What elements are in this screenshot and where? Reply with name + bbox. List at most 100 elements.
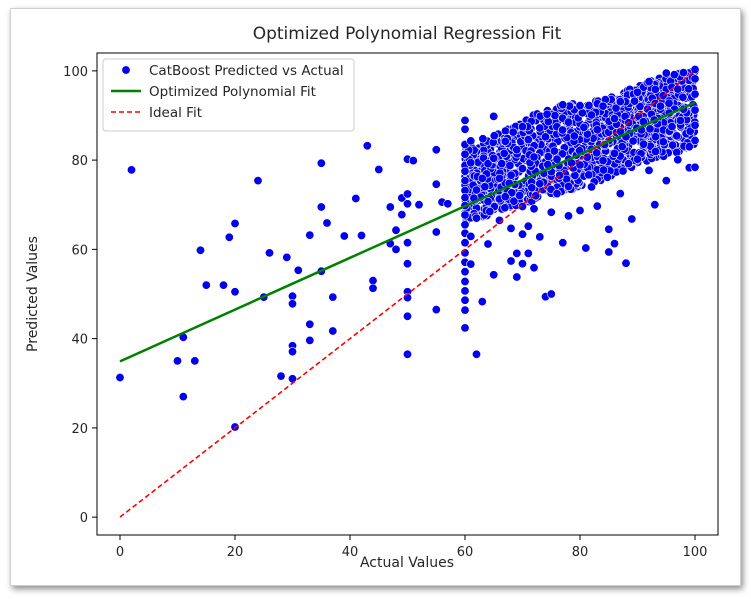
scatter-point [224, 232, 234, 242]
scatter-point [598, 101, 608, 111]
scatter-point [431, 227, 441, 237]
scatter-point [517, 229, 527, 239]
scatter-point [669, 70, 679, 80]
scatter-point [506, 170, 516, 180]
scatter-point [494, 173, 504, 183]
scatter-point [529, 263, 539, 273]
plot-border [96, 52, 719, 536]
scatter-point [230, 287, 240, 297]
scatter-point [575, 160, 585, 170]
scatter-point [460, 210, 470, 220]
scatter-point [558, 238, 568, 248]
x-tick-label: 40 [342, 545, 359, 560]
scatter-point [414, 200, 424, 210]
scatter-point [563, 181, 573, 191]
scatter-point [460, 286, 470, 296]
scatter-point [632, 87, 642, 97]
scatter-point [287, 291, 297, 301]
scatter-point [563, 117, 573, 127]
scatter-point [685, 126, 695, 136]
scatter-point [509, 196, 519, 206]
scatter-point [592, 148, 602, 158]
scatter-point [483, 239, 493, 249]
scatter-point [575, 101, 585, 111]
scatter-point [512, 272, 522, 282]
scatter-point [540, 132, 550, 142]
scatter-point [322, 218, 332, 228]
scatter-point [402, 199, 412, 209]
scatter-point [305, 335, 315, 345]
scatter-point [506, 223, 516, 233]
scatter-point [650, 132, 660, 142]
scatter-point [515, 191, 525, 201]
scatter-point [500, 192, 510, 202]
scatter-point [690, 120, 700, 130]
scatter-point [523, 135, 533, 145]
scatter-point [316, 202, 326, 212]
y-tick-label: 80 [71, 154, 88, 169]
scatter-point [535, 232, 545, 242]
scatter-point [460, 193, 470, 203]
x-axis-ticks: 0 20 40 60 80 100 [116, 535, 707, 560]
scatter-point [230, 219, 240, 229]
x-tick-label: 20 [227, 545, 244, 560]
scatter-point [586, 110, 596, 120]
scatter-point [508, 127, 518, 137]
x-tick-label: 60 [457, 545, 474, 560]
scatter-point [690, 162, 700, 172]
scatter-point [523, 221, 533, 231]
polynomial-fit-line [119, 101, 696, 363]
scatter-point [592, 125, 602, 135]
scatter-point [471, 185, 481, 195]
scatter-point [402, 349, 412, 359]
scatter-point [219, 280, 229, 290]
scatter-point [609, 114, 619, 124]
scatter-point [478, 134, 488, 144]
scatter-point [196, 245, 206, 255]
scatter-point [527, 183, 537, 193]
scatter-point [570, 170, 580, 180]
scatter-point [328, 292, 338, 302]
scatter-point [639, 139, 649, 149]
scatter-point [550, 111, 560, 121]
scatter-point [632, 154, 642, 164]
scatter-point [658, 137, 668, 147]
scatter-point [650, 84, 660, 94]
scatter-point [397, 210, 407, 220]
scatter-point [201, 280, 211, 290]
scatter-point [546, 289, 556, 299]
scatter-point [644, 77, 654, 87]
scatter-point [675, 116, 685, 126]
scatter-point [368, 276, 378, 286]
scatter-point [178, 392, 188, 402]
ideal-fit-line [119, 70, 696, 518]
scatter-point [661, 176, 671, 186]
scatter-point [339, 231, 349, 241]
scatter-point [609, 239, 619, 249]
scatter-point [604, 247, 614, 257]
legend-label-scatter: CatBoost Predicted vs Actual [149, 63, 344, 79]
scatter-point [408, 156, 418, 166]
scatter-point [477, 173, 487, 183]
scatter-point [391, 244, 401, 254]
scatter-point [460, 115, 470, 125]
chart-frame: Optimized Polynomial Regression Fit 0 20 4… [10, 8, 741, 586]
scatter-point [678, 92, 688, 102]
scatter-point [655, 101, 665, 111]
scatter-point [673, 155, 683, 165]
scatter-point [483, 159, 493, 169]
scatter-point [690, 74, 700, 84]
scatter-point [618, 166, 628, 176]
legend-label-ideal-fit: Ideal Fit [149, 105, 202, 121]
scatter-point [627, 214, 637, 224]
scatter-point [684, 142, 694, 152]
scatter-point [505, 161, 515, 171]
scatter-point [402, 238, 412, 248]
scatter-point [523, 248, 533, 258]
scatter-point [466, 259, 476, 269]
scatter-point [173, 356, 183, 366]
legend-marker-scatter [121, 65, 131, 75]
chart-canvas: Optimized Polynomial Regression Fit 0 20 4… [25, 24, 719, 571]
scatter-point [609, 148, 619, 158]
scatter-point [507, 188, 517, 198]
